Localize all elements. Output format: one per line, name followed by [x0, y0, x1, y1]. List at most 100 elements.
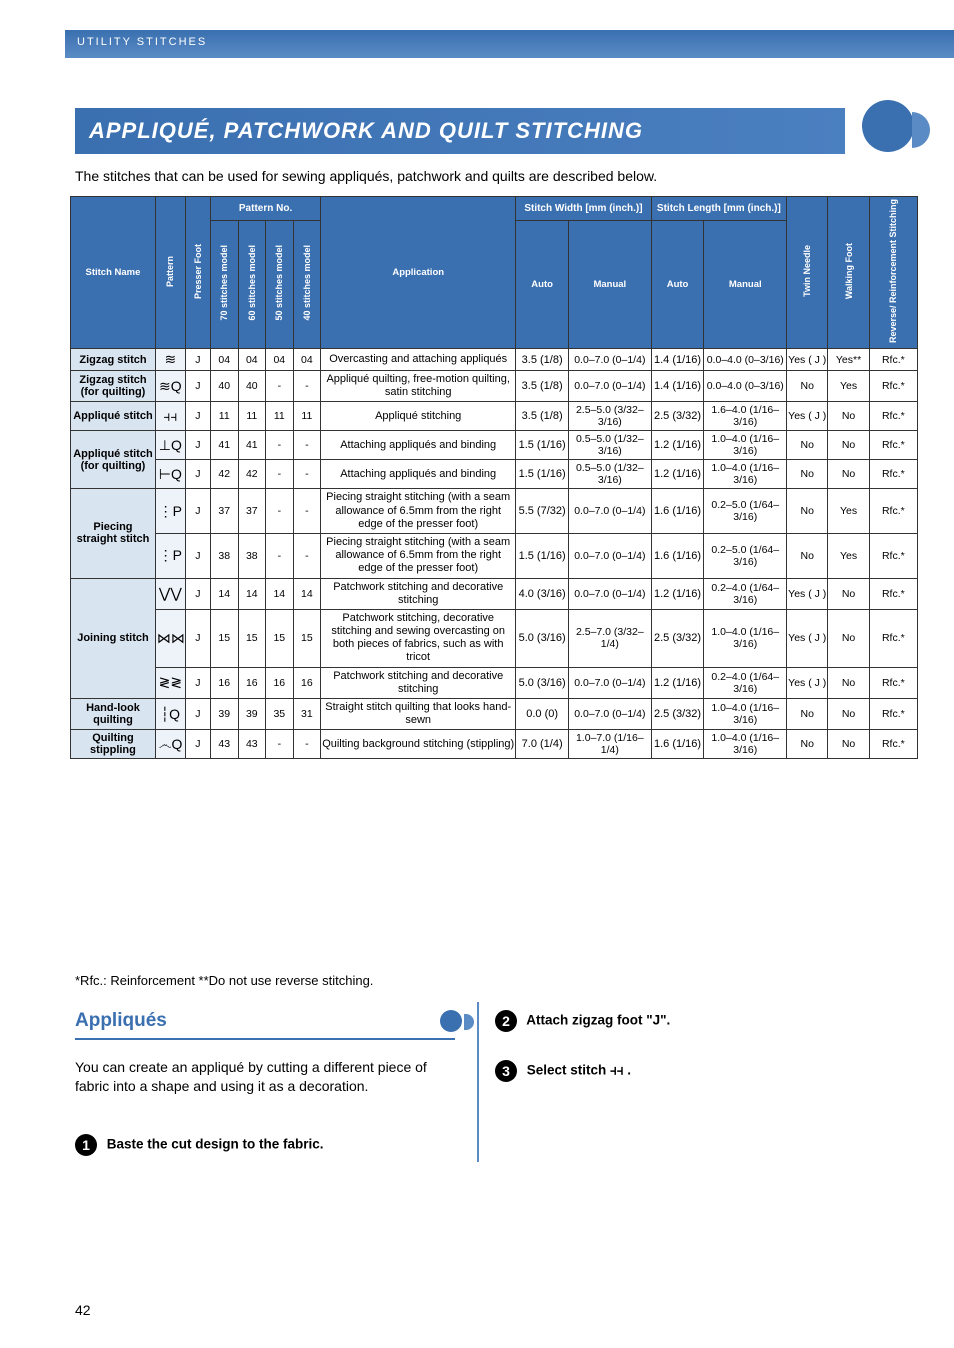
cell-wa: 3.5 (1/8)	[516, 402, 569, 431]
cell-twin: No	[787, 489, 828, 534]
cell-40: -	[293, 533, 321, 578]
cell-40: -	[293, 489, 321, 534]
th-lm: Manual	[704, 221, 787, 349]
th-wa: Auto	[516, 221, 569, 349]
cell-lm: 0.2–4.0 (1/64–3/16)	[704, 578, 787, 609]
step-3: 3 Select stitch ⫞⫞ .	[495, 1060, 631, 1082]
cell-60: 37	[238, 489, 266, 534]
cell-wa: 5.0 (3/16)	[516, 609, 569, 667]
page-number: 42	[75, 1302, 91, 1318]
table-row: ⊢QJ4242--Attaching appliqués and binding…	[71, 460, 918, 489]
cell-wm: 1.0–7.0 (1/16–1/4)	[569, 730, 652, 759]
cell-walk: No	[828, 578, 869, 609]
cell-app: Quilting background stitching (stippling…	[321, 730, 516, 759]
cell-pattern: ⋁⋁	[155, 578, 185, 609]
cell-twin: Yes ( J )	[787, 667, 828, 698]
cell-50: 04	[266, 349, 294, 371]
cell-twin: No	[787, 460, 828, 489]
cell-rev: Rfc.*	[869, 371, 917, 402]
cell-wm: 0.0–7.0 (0–1/4)	[569, 533, 652, 578]
cell-twin: Yes ( J )	[787, 578, 828, 609]
cell-foot: J	[185, 460, 210, 489]
th-width: Stitch Width [mm (inch.)]	[516, 197, 651, 221]
table-row: ⋈⋈J15151515Patchwork stitching, decorati…	[71, 609, 918, 667]
cell-40: -	[293, 730, 321, 759]
th-stitch-name: Stitch Name	[71, 197, 156, 349]
th-pattern: Pattern	[155, 197, 185, 349]
cell-wm: 2.5–7.0 (3/32–1/4)	[569, 609, 652, 667]
cell-pattern: ⋮P	[155, 489, 185, 534]
cell-rev: Rfc.*	[869, 349, 917, 371]
cell-twin: Yes ( J )	[787, 349, 828, 371]
cell-60: 40	[238, 371, 266, 402]
cell-foot: J	[185, 349, 210, 371]
cell-rev: Rfc.*	[869, 609, 917, 667]
cell-lm: 1.0–4.0 (1/16–3/16)	[704, 460, 787, 489]
cell-70: 37	[210, 489, 238, 534]
cell-stitch-name: Appliqué stitch (for quilting)	[71, 431, 156, 489]
step-2: 2 Attach zigzag foot "J".	[495, 1010, 670, 1032]
cell-pattern: ┆Q	[155, 699, 185, 730]
cell-70: 40	[210, 371, 238, 402]
cell-rev: Rfc.*	[869, 730, 917, 759]
cell-twin: No	[787, 533, 828, 578]
cell-pattern: ⋮P	[155, 533, 185, 578]
cell-rev: Rfc.*	[869, 402, 917, 431]
step-1: 1 Baste the cut design to the fabric.	[75, 1134, 324, 1156]
step-num-2: 2	[495, 1010, 517, 1032]
page-title-box: APPLIQUÉ, PATCHWORK AND QUILT STITCHING	[75, 108, 845, 154]
cell-50: -	[266, 489, 294, 534]
step-num-3: 3	[495, 1060, 517, 1082]
cell-walk: Yes**	[828, 349, 869, 371]
cell-50: 14	[266, 578, 294, 609]
cell-wm: 0.0–7.0 (0–1/4)	[569, 489, 652, 534]
cell-twin: No	[787, 699, 828, 730]
cell-twin: Yes ( J )	[787, 402, 828, 431]
cell-60: 43	[238, 730, 266, 759]
cell-50: 35	[266, 699, 294, 730]
cell-twin: Yes ( J )	[787, 609, 828, 667]
th-length: Stitch Length [mm (inch.)]	[651, 197, 786, 221]
cell-stitch-name: Joining stitch	[71, 578, 156, 699]
cell-pattern: ෴Q	[155, 730, 185, 759]
cell-walk: No	[828, 402, 869, 431]
cell-twin: No	[787, 730, 828, 759]
cell-foot: J	[185, 578, 210, 609]
cell-app: Patchwork stitching and decorative stitc…	[321, 578, 516, 609]
cell-40: 14	[293, 578, 321, 609]
cell-40: 04	[293, 349, 321, 371]
cell-app: Piecing straight stitching (with a seam …	[321, 489, 516, 534]
cell-40: 15	[293, 609, 321, 667]
cell-twin: No	[787, 371, 828, 402]
cell-70: 14	[210, 578, 238, 609]
step-text-1: Baste the cut design to the fabric.	[107, 1137, 324, 1152]
cell-wm: 0.0–7.0 (0–1/4)	[569, 371, 652, 402]
th-application: Application	[321, 197, 516, 349]
cell-wa: 1.5 (1/16)	[516, 431, 569, 460]
step-text-2: Attach zigzag foot "J".	[526, 1013, 670, 1028]
section-header-text: UTILITY STITCHES	[77, 36, 207, 48]
page-title: APPLIQUÉ, PATCHWORK AND QUILT STITCHING	[89, 118, 643, 143]
cell-wm: 0.0–7.0 (0–1/4)	[569, 578, 652, 609]
table-row: Zigzag stitch (for quilting)≋QJ4040--App…	[71, 371, 918, 402]
cell-stitch-name: Hand-look quilting	[71, 699, 156, 730]
cell-walk: No	[828, 460, 869, 489]
cell-walk: No	[828, 609, 869, 667]
th-la: Auto	[651, 221, 704, 349]
cell-la: 1.6 (1/16)	[651, 489, 704, 534]
th-twin: Twin Needle	[787, 197, 828, 349]
cell-70: 39	[210, 699, 238, 730]
th-pattern-no: Pattern No.	[210, 197, 320, 221]
cell-60: 16	[238, 667, 266, 698]
th-60: 60 stitches model	[238, 221, 266, 349]
cell-lm: 0.2–5.0 (1/64–3/16)	[704, 489, 787, 534]
table-row: ≷≷J16161616Patchwork stitching and decor…	[71, 667, 918, 698]
cell-70: 15	[210, 609, 238, 667]
table-row: Appliqué stitch (for quilting)⊥QJ4141--A…	[71, 431, 918, 460]
th-70: 70 stitches model	[210, 221, 238, 349]
cell-la: 1.6 (1/16)	[651, 533, 704, 578]
th-40: 40 stitches model	[293, 221, 321, 349]
cell-stitch-name: Zigzag stitch (for quilting)	[71, 371, 156, 402]
stitch-table: Stitch Name Pattern Presser Foot Pattern…	[70, 196, 918, 759]
cell-40: 16	[293, 667, 321, 698]
